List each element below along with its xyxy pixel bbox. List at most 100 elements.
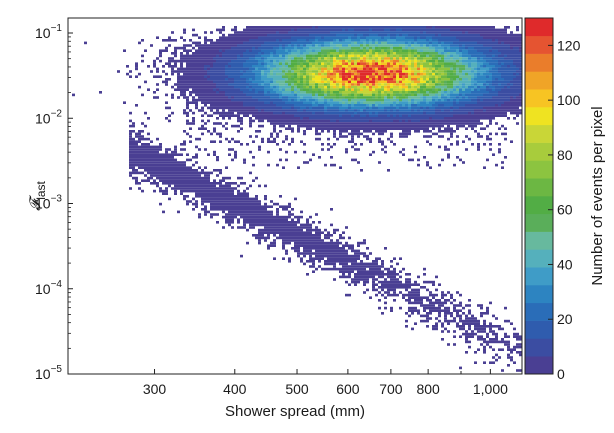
heatmap-cell	[324, 124, 327, 128]
heatmap-cell	[210, 41, 213, 45]
heatmap-cell	[261, 70, 264, 73]
heatmap-cell	[291, 137, 294, 141]
heatmap-cell	[342, 93, 345, 97]
heatmap-cell	[468, 88, 471, 91]
heatmap-cell	[351, 130, 354, 133]
heatmap-cell	[294, 96, 297, 99]
heatmap-cell	[447, 62, 450, 65]
heatmap-cell	[153, 158, 156, 162]
heatmap-cell	[498, 52, 501, 55]
heatmap-cell	[291, 140, 294, 143]
heatmap-cell	[429, 31, 432, 34]
heatmap-cell	[453, 83, 456, 86]
heatmap-cell	[411, 31, 414, 34]
heatmap-cell	[267, 111, 270, 115]
heatmap-cell	[270, 109, 273, 112]
heatmap-cell	[252, 85, 255, 89]
heatmap-cell	[135, 176, 138, 180]
heatmap-cell	[492, 117, 495, 120]
heatmap-cell	[333, 31, 336, 34]
heatmap-cell	[129, 143, 132, 146]
heatmap-cell	[327, 49, 330, 52]
heatmap-cell	[255, 114, 258, 117]
heatmap-cell	[225, 78, 228, 81]
heatmap-cell	[351, 44, 354, 47]
heatmap-cell	[228, 62, 231, 65]
heatmap-cell	[354, 85, 357, 89]
heatmap-cell	[471, 65, 474, 68]
heatmap-cell	[396, 122, 399, 125]
heatmap-cell	[159, 143, 162, 146]
heatmap-cell	[240, 52, 243, 55]
heatmap-cell	[453, 75, 456, 78]
heatmap-cell	[381, 85, 384, 89]
heatmap-cell	[351, 98, 354, 102]
heatmap-cell	[474, 96, 477, 99]
heatmap-cell	[261, 93, 264, 97]
heatmap-cell	[366, 57, 369, 60]
heatmap-cell	[453, 109, 456, 112]
heatmap-cell	[477, 54, 480, 58]
heatmap-cell	[342, 101, 345, 104]
heatmap-cell	[393, 114, 396, 117]
heatmap-cell	[282, 98, 285, 102]
heatmap-cell	[417, 109, 420, 112]
heatmap-cell	[231, 62, 234, 65]
heatmap-cell	[294, 114, 297, 117]
heatmap-cell	[213, 169, 216, 172]
heatmap-cell	[153, 179, 156, 182]
heatmap-cell	[324, 111, 327, 115]
heatmap-cell	[414, 106, 417, 110]
heatmap-cell	[444, 96, 447, 99]
heatmap-cell	[249, 52, 252, 55]
heatmap-cell	[339, 114, 342, 117]
heatmap-cell	[453, 91, 456, 94]
heatmap-cell	[333, 46, 336, 50]
heatmap-cell	[210, 57, 213, 60]
heatmap-cell	[339, 80, 342, 84]
heatmap-cell	[144, 166, 147, 169]
heatmap-cell	[330, 72, 333, 76]
heatmap-cell	[198, 187, 201, 190]
heatmap-cell	[447, 130, 450, 133]
heatmap-cell	[330, 127, 333, 130]
heatmap-cell	[447, 54, 450, 58]
heatmap-cell	[483, 44, 486, 47]
heatmap-cell	[249, 44, 252, 47]
heatmap-cell	[159, 156, 162, 159]
heatmap-cell	[174, 179, 177, 182]
heatmap-cell	[243, 72, 246, 76]
heatmap-cell	[441, 44, 444, 47]
heatmap-cell	[339, 124, 342, 128]
heatmap-cell	[300, 39, 303, 42]
heatmap-cell	[504, 70, 507, 73]
heatmap-cell	[180, 46, 183, 50]
heatmap-cell	[243, 52, 246, 55]
heatmap-cell	[282, 33, 285, 37]
heatmap-cell	[342, 70, 345, 73]
heatmap-cell	[519, 85, 522, 89]
heatmap-cell	[366, 104, 369, 107]
heatmap-cell	[474, 44, 477, 47]
heatmap-cell	[402, 46, 405, 50]
heatmap-cell	[258, 184, 261, 188]
heatmap-cell	[411, 117, 414, 120]
heatmap-cell	[315, 70, 318, 73]
heatmap-cell	[420, 111, 423, 115]
heatmap-cell	[474, 93, 477, 97]
heatmap-cell	[435, 80, 438, 84]
heatmap-cell	[372, 39, 375, 42]
heatmap-cell	[519, 67, 522, 71]
heatmap-cell	[324, 119, 327, 123]
heatmap-cell	[462, 91, 465, 94]
heatmap-cell	[510, 36, 513, 39]
heatmap-cell	[462, 28, 465, 32]
heatmap-cell	[510, 101, 513, 104]
heatmap-cell	[180, 93, 183, 97]
heatmap-cell	[321, 39, 324, 42]
heatmap-cell	[225, 85, 228, 89]
heatmap-cell	[381, 119, 384, 123]
heatmap-cell	[216, 174, 219, 177]
heatmap-cell	[303, 67, 306, 71]
heatmap-cell	[507, 78, 510, 81]
